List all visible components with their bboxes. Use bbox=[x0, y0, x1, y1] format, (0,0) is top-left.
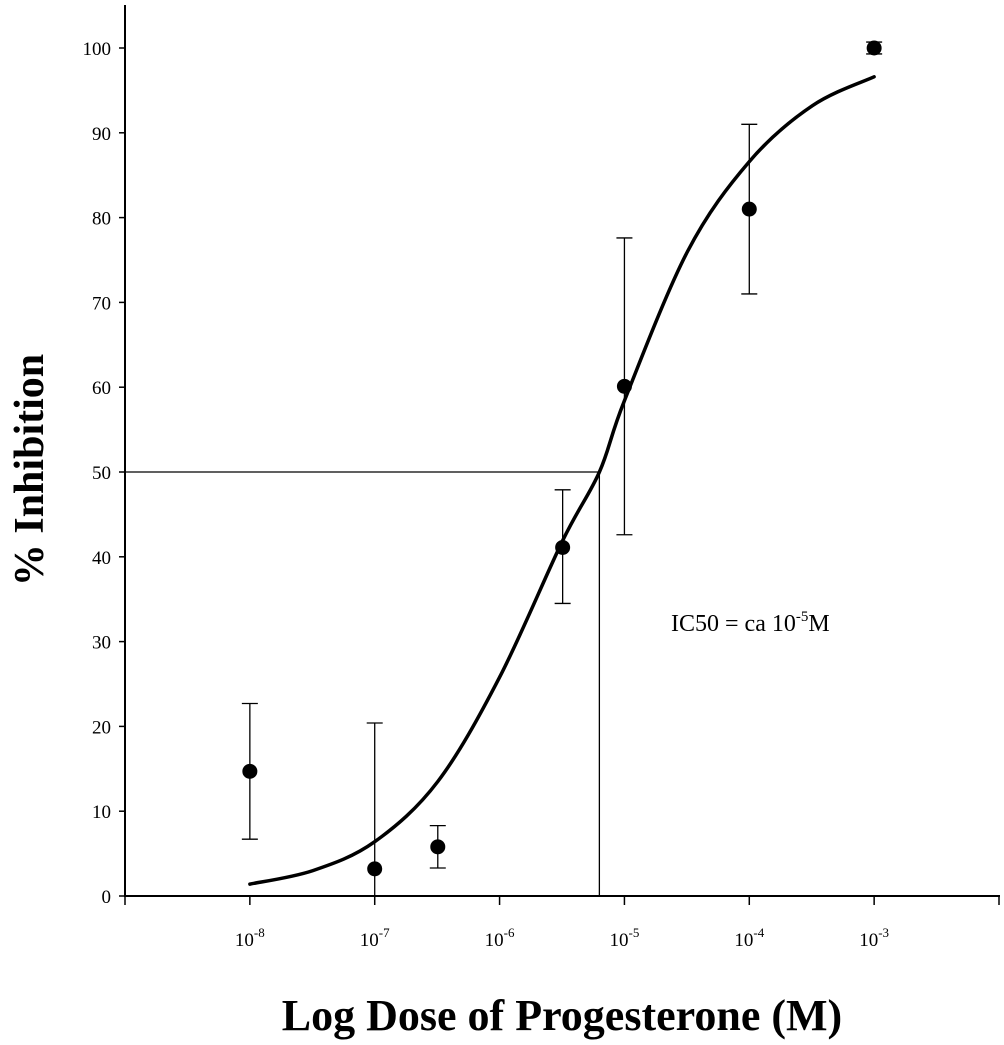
y-axis-ticks: 0 10 20 30 40 50 60 70 80 90 100 bbox=[83, 39, 125, 908]
y-tick-label: 70 bbox=[92, 293, 111, 314]
x-axis-ticks: 10-8 10-7 10-6 10-5 10-4 10-3 bbox=[124, 896, 1000, 951]
x-tick-label: 10-4 bbox=[734, 925, 764, 951]
x-tick-base: 10 bbox=[360, 930, 379, 951]
annotation-suffix: M bbox=[808, 611, 829, 637]
x-tick-label: 10-8 bbox=[235, 925, 265, 951]
annotation-prefix: IC50 = ca 10 bbox=[671, 611, 796, 637]
x-tick-exponent: -5 bbox=[629, 925, 640, 940]
x-tick-exponent: -6 bbox=[504, 925, 515, 940]
x-tick-exponent: -3 bbox=[878, 925, 889, 940]
reference-lines bbox=[125, 471, 601, 896]
y-tick-label: 20 bbox=[92, 717, 111, 738]
data-point bbox=[242, 763, 258, 779]
x-tick-base: 10 bbox=[485, 930, 504, 951]
x-tick-label: 10-7 bbox=[360, 925, 390, 951]
data-point bbox=[367, 861, 383, 877]
fit-curve bbox=[248, 75, 876, 886]
x-tick-base: 10 bbox=[859, 930, 878, 951]
annotation-ic50: IC50 = ca 10-5M bbox=[671, 609, 830, 637]
y-tick-label: 60 bbox=[92, 378, 111, 399]
x-tick-exponent: -4 bbox=[753, 925, 764, 940]
x-tick-label: 10-3 bbox=[859, 925, 889, 951]
data-point bbox=[616, 378, 632, 394]
data-points-layer bbox=[241, 40, 883, 897]
y-axis-title: % Inhibition bbox=[7, 354, 53, 586]
x-tick-label: 10-6 bbox=[485, 925, 515, 951]
y-tick-label: 100 bbox=[83, 39, 112, 60]
x-tick-exponent: -7 bbox=[379, 925, 390, 940]
y-tick-label: 80 bbox=[92, 209, 111, 230]
fit-curve-layer bbox=[248, 75, 876, 886]
data-point bbox=[555, 539, 571, 555]
y-tick-label: 30 bbox=[92, 633, 111, 654]
x-tick-exponent: -8 bbox=[254, 925, 265, 940]
y-tick-label: 10 bbox=[92, 802, 111, 823]
y-tick-label: 40 bbox=[92, 548, 111, 569]
data-point bbox=[866, 40, 882, 56]
x-axis-title: Log Dose of Progesterone (M) bbox=[282, 991, 842, 1040]
data-point bbox=[741, 201, 757, 217]
y-tick-label: 90 bbox=[92, 124, 111, 145]
y-tick-label: 0 bbox=[102, 887, 112, 908]
x-tick-base: 10 bbox=[610, 930, 629, 951]
y-tick-label: 50 bbox=[92, 463, 111, 484]
annotation-exponent: -5 bbox=[796, 609, 809, 625]
x-tick-label: 10-5 bbox=[610, 925, 640, 951]
data-point bbox=[430, 839, 446, 855]
axes bbox=[124, 5, 1000, 897]
x-tick-base: 10 bbox=[235, 930, 254, 951]
x-tick-base: 10 bbox=[734, 930, 753, 951]
